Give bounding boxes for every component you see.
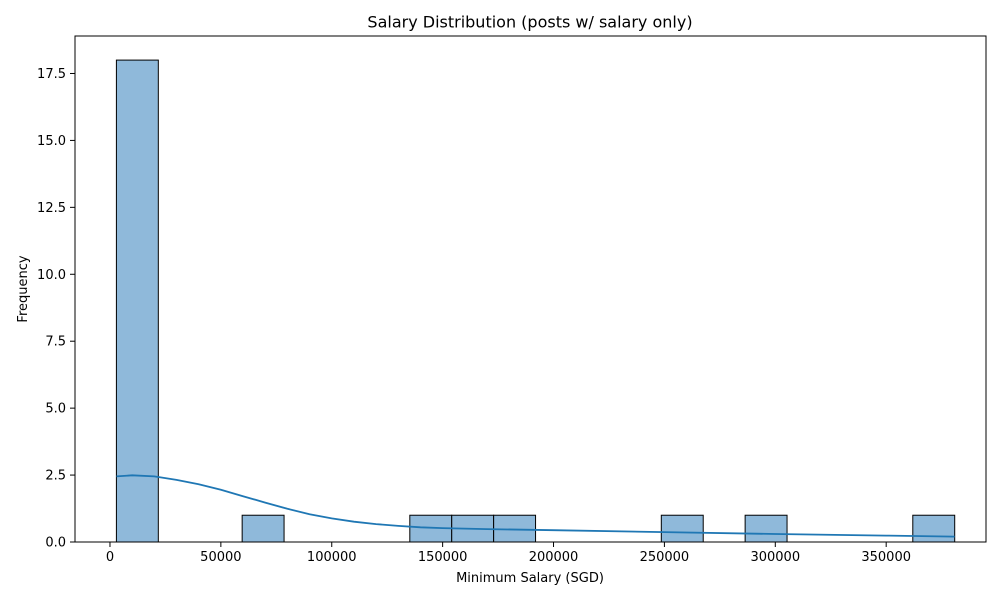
x-tick-label: 0 (106, 550, 114, 565)
histogram-bar (660, 514, 704, 543)
y-tick-label: 12.5 (37, 201, 66, 216)
y-tick-label: 2.5 (45, 469, 66, 484)
x-tick-label: 250000 (640, 550, 690, 565)
y-tick-label: 7.5 (45, 335, 66, 350)
x-tick-label: 350000 (861, 550, 911, 565)
x-axis-label: Minimum Salary (SGD) (456, 571, 604, 586)
histogram-bar (115, 59, 159, 543)
y-axis-ticks: 0.0 2.5 5.0 7.5 10.0 12.5 15.0 17.5 (37, 67, 75, 551)
y-tick-label: 17.5 (37, 67, 66, 82)
x-tick-label: 300000 (750, 550, 800, 565)
chart-title: Salary Distribution (posts w/ salary onl… (367, 13, 692, 32)
x-tick-label: 50000 (200, 550, 241, 565)
x-tick-label: 100000 (307, 550, 357, 565)
plot-frame (74, 35, 987, 543)
y-tick-label: 15.0 (37, 134, 66, 149)
y-tick-label: 10.0 (37, 268, 66, 283)
histogram-bar (912, 514, 956, 543)
x-tick-label: 150000 (418, 550, 468, 565)
x-axis-ticks: 0 50000 100000 150000 200000 250000 300000 3500… (106, 542, 911, 565)
histogram-bar (241, 514, 285, 543)
y-axis-label: Frequency (16, 255, 31, 322)
kde-curve (116, 474, 955, 538)
y-tick-label: 0.0 (45, 536, 66, 551)
histogram-bar (744, 514, 788, 543)
x-tick-label: 200000 (529, 550, 579, 565)
y-tick-label: 5.0 (45, 402, 66, 417)
histogram-bars (115, 59, 956, 543)
